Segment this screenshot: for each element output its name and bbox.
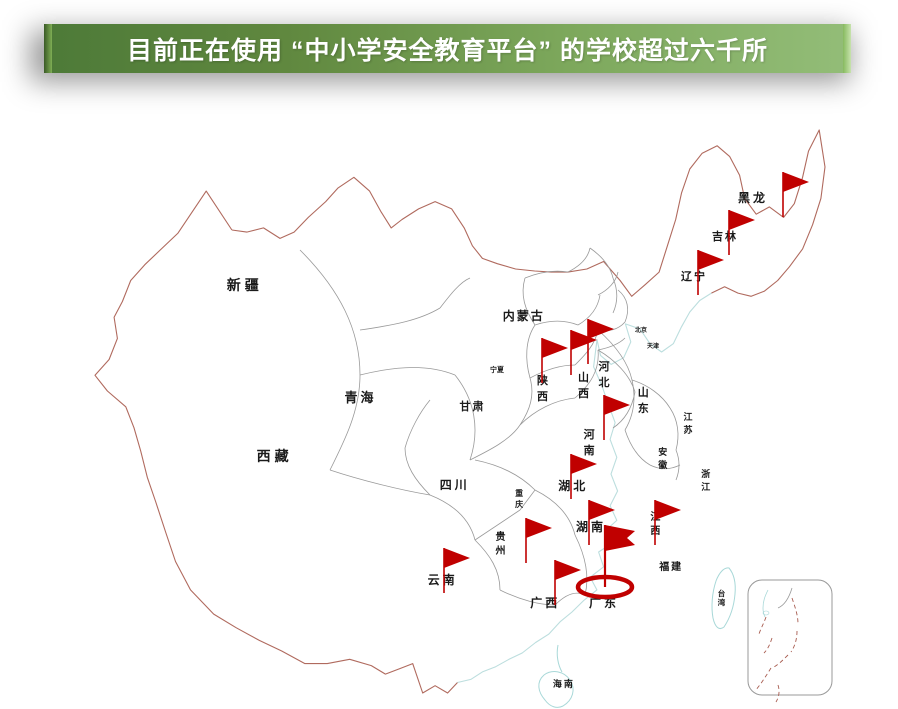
svg-text:台湾: 台湾 bbox=[718, 588, 727, 607]
svg-text:辽宁: 辽宁 bbox=[681, 269, 707, 283]
svg-text:安徽: 安徽 bbox=[657, 446, 668, 470]
svg-text:湖南: 湖南 bbox=[576, 519, 606, 534]
svg-text:浙江: 浙江 bbox=[701, 468, 710, 492]
svg-text:青海: 青海 bbox=[344, 390, 376, 405]
svg-text:河北: 河北 bbox=[599, 359, 610, 389]
svg-text:内蒙古: 内蒙古 bbox=[503, 308, 545, 323]
svg-text:江苏: 江苏 bbox=[683, 411, 692, 435]
svg-text:宁夏: 宁夏 bbox=[490, 365, 505, 374]
svg-text:福建: 福建 bbox=[658, 560, 683, 573]
svg-text:湖北: 湖北 bbox=[558, 478, 588, 493]
svg-text:甘肃: 甘肃 bbox=[460, 399, 486, 413]
svg-text:吉林: 吉林 bbox=[712, 229, 738, 243]
svg-text:山东: 山东 bbox=[638, 385, 649, 415]
svg-text:西藏: 西藏 bbox=[257, 448, 293, 464]
svg-text:海南: 海南 bbox=[553, 678, 575, 689]
svg-text:北京: 北京 bbox=[635, 326, 647, 334]
svg-text:新疆: 新疆 bbox=[227, 277, 263, 293]
svg-text:云南: 云南 bbox=[428, 572, 458, 587]
svg-text:黑龙: 黑龙 bbox=[738, 190, 768, 205]
svg-text:天津: 天津 bbox=[647, 342, 659, 350]
svg-text:广西: 广西 bbox=[530, 595, 560, 610]
svg-text:四川: 四川 bbox=[440, 478, 470, 492]
